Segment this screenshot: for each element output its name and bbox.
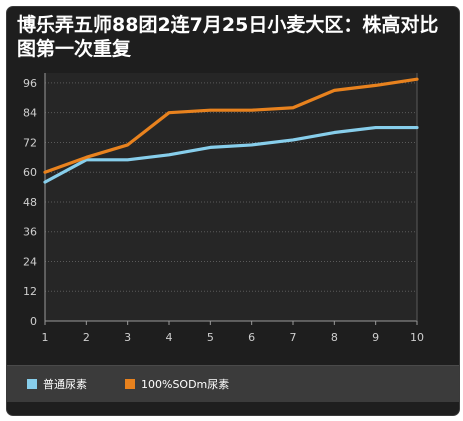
legend-label-sodm-urea: 100%SODm尿素 bbox=[141, 378, 230, 391]
x-tick-label-9: 9 bbox=[372, 331, 379, 344]
legend-item-urea[interactable]: 普通尿素 bbox=[27, 377, 87, 391]
legend: 普通尿素 100%SODm尿素 bbox=[7, 365, 459, 402]
legend-swatch-sodm-urea bbox=[125, 379, 135, 389]
x-tick-label-5: 5 bbox=[207, 331, 214, 344]
x-tick-label-6: 6 bbox=[248, 331, 255, 344]
y-tick-label-12: 12 bbox=[23, 285, 37, 298]
x-tick-label-10: 10 bbox=[410, 331, 424, 344]
y-tick-label-72: 72 bbox=[23, 136, 37, 149]
y-tick-label-96: 96 bbox=[23, 77, 37, 90]
legend-item-sodm-urea[interactable]: 100%SODm尿素 bbox=[125, 377, 229, 391]
x-tick-label-7: 7 bbox=[290, 331, 297, 344]
y-tick-label-84: 84 bbox=[23, 107, 37, 120]
x-tick-label-1: 1 bbox=[42, 331, 49, 344]
chart-title: 博乐弄五师88团2连7月25日小麦大区：株高对比图第一次重复 bbox=[17, 14, 439, 60]
x-tick-label-3: 3 bbox=[124, 331, 131, 344]
y-tick-label-24: 24 bbox=[23, 255, 37, 268]
x-tick-label-8: 8 bbox=[331, 331, 338, 344]
x-tick-label-2: 2 bbox=[83, 331, 90, 344]
y-tick-label-48: 48 bbox=[23, 196, 37, 209]
plot-area bbox=[45, 73, 417, 321]
legend-label-urea: 普通尿素 bbox=[43, 378, 87, 391]
series-line-1 bbox=[43, 77, 419, 174]
y-tick-label-60: 60 bbox=[23, 166, 37, 179]
y-tick-label-36: 36 bbox=[23, 226, 37, 239]
series-line-0 bbox=[43, 125, 419, 184]
y-tick-label-0: 0 bbox=[30, 315, 37, 328]
x-tick-label-4: 4 bbox=[166, 331, 173, 344]
chart-frame: 博乐弄五师88团2连7月25日小麦大区：株高对比图第一次重复 0 12 24 36 48… bbox=[6, 6, 460, 416]
legend-swatch-urea bbox=[27, 379, 37, 389]
